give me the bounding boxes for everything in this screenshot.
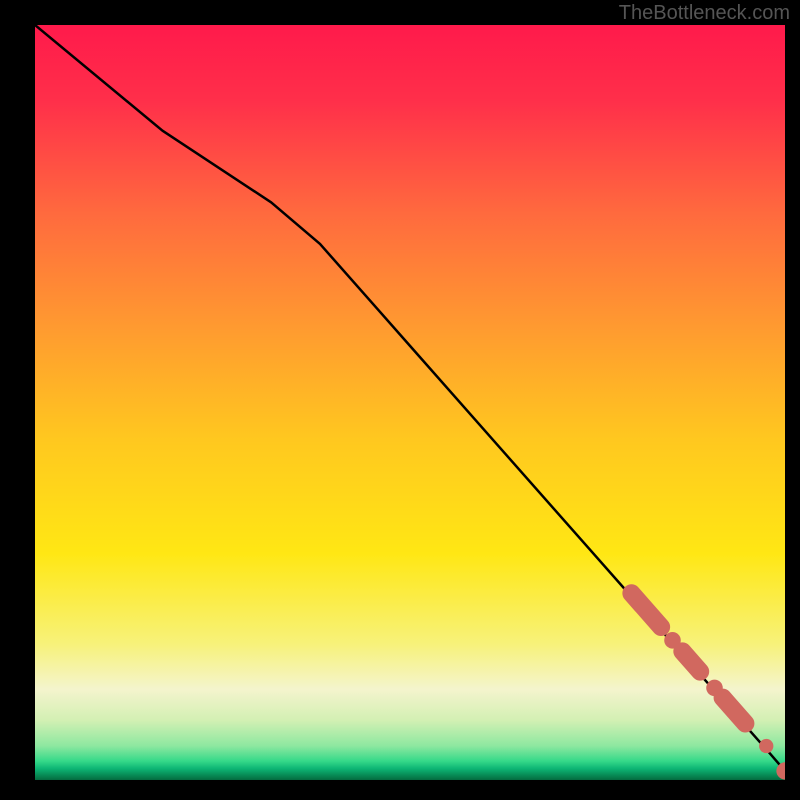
chart-frame: TheBottleneck.com — [0, 0, 800, 800]
watermark-text: TheBottleneck.com — [619, 2, 790, 25]
data-marker — [759, 739, 773, 753]
gradient-background — [35, 25, 785, 780]
bottleneck-chart — [35, 25, 785, 780]
